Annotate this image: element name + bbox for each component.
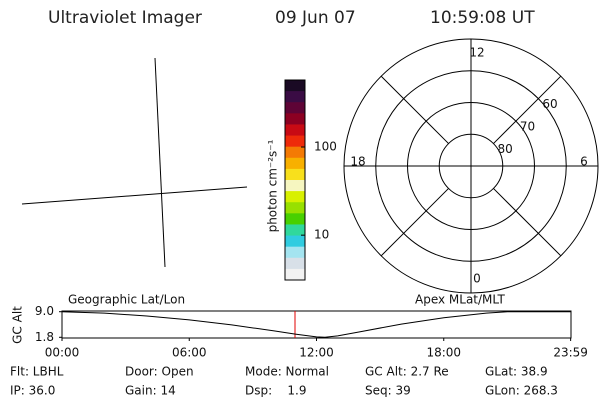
lat-label: 70 — [520, 120, 535, 134]
time: 10:59:08 UT — [430, 8, 535, 28]
colorbar-band — [285, 124, 305, 137]
colorbar-band — [285, 257, 305, 270]
colorbar-band — [285, 102, 305, 114]
status-field: GC Alt: 2.7 Re — [365, 365, 449, 379]
colorbar-band — [285, 268, 305, 281]
colorbar-band — [285, 146, 305, 159]
colorbar-tick-label: 10 — [314, 228, 329, 242]
lat-label: 60 — [542, 97, 557, 111]
geo-grid-line — [154, 57, 166, 268]
colorbar-band — [285, 113, 305, 125]
colorbar-band — [285, 202, 305, 214]
polar-diagonal — [380, 188, 449, 257]
x-tick-label: 23:59 — [553, 346, 588, 360]
status-field: Door: Open — [125, 365, 194, 379]
status-field: Flt: LBHL — [10, 365, 64, 379]
colorbar-band — [285, 91, 305, 103]
mlt-label: 12 — [469, 46, 484, 60]
altitude-line — [61, 311, 571, 338]
status-field: Mode: Normal — [245, 365, 329, 379]
polar-diagonal — [380, 75, 449, 144]
colorbar-band — [285, 80, 305, 92]
colorbar-band — [285, 224, 305, 237]
status-field: GLat: 38.9 — [485, 365, 548, 379]
mlt-label: 6 — [580, 155, 588, 169]
mlt-label: 18 — [350, 155, 365, 169]
colorbar-band — [285, 135, 305, 148]
colorbar-band — [285, 246, 305, 259]
colorbar-band — [285, 191, 305, 203]
status-field: IP: 36.0 — [10, 384, 55, 398]
mlt-label: 0 — [473, 272, 481, 286]
status-field: Gain: 14 — [125, 384, 176, 398]
colorbar-band — [285, 168, 305, 181]
lat-ring — [375, 70, 567, 262]
x-tick-label: 00:00 — [45, 346, 80, 360]
x-tick-label: 06:00 — [172, 346, 207, 360]
panel-left-label: Geographic Lat/Lon — [68, 293, 185, 307]
polar-diagonal — [493, 75, 562, 144]
colorbar-frame — [284, 79, 306, 281]
polar-diagonal — [493, 188, 562, 257]
y-tick-label: 1.8 — [35, 330, 54, 344]
y-tick-label: 9.0 — [35, 304, 54, 318]
status-field: Seq: 39 — [365, 384, 411, 398]
colorbar-band — [285, 157, 305, 170]
colorbar-tick-label: 100 — [314, 140, 337, 154]
x-tick-label: 18:00 — [426, 346, 461, 360]
colorbar-band — [285, 180, 305, 192]
status-field: Dsp: 1.9 — [245, 384, 307, 398]
colorbar-band — [285, 235, 305, 248]
colorbar-band — [285, 213, 305, 225]
lat-ring — [407, 102, 535, 230]
y-axis-label: GC Alt — [11, 306, 25, 344]
date: 09 Jun 07 — [275, 8, 356, 28]
lat-label: 80 — [497, 142, 512, 156]
colorbar-label: photon cm⁻²s⁻¹ — [266, 139, 280, 232]
lat-ring — [438, 133, 504, 199]
geo-grid-line — [21, 186, 248, 205]
instrument: Ultraviolet Imager — [48, 8, 202, 28]
status-field: GLon: 268.3 — [485, 384, 558, 398]
panel-right-label: Apex MLat/MLT — [415, 293, 505, 307]
x-tick-label: 12:00 — [299, 346, 334, 360]
